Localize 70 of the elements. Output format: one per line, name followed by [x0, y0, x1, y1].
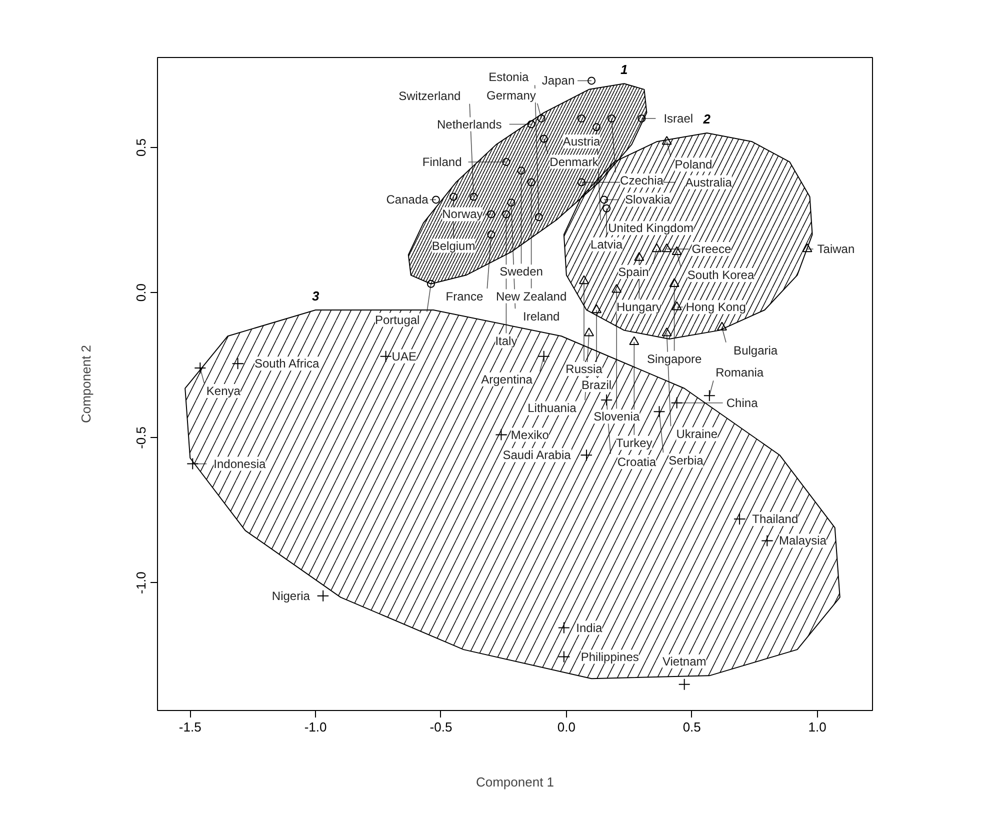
annotation: Czechia	[620, 173, 664, 188]
annotation: Latvia	[590, 237, 623, 252]
annotation: Estonia	[488, 70, 530, 84]
annotation: Vietnam	[662, 654, 706, 668]
annotation: Romania	[716, 366, 764, 380]
annotation: Italy	[495, 334, 518, 348]
annotation: South Korea	[687, 268, 754, 282]
annotation: Poland	[674, 158, 712, 172]
annotation: Thailand	[752, 512, 798, 526]
y-axis-title: Component 2	[78, 344, 94, 424]
annotation: Portugal	[375, 312, 420, 327]
annotation: Mexiko	[510, 428, 550, 442]
annotation: Bulgaria	[734, 343, 778, 358]
annotation: Australia	[685, 175, 732, 190]
annotation: Greece	[692, 242, 732, 256]
annotation: Lithuania	[528, 401, 577, 416]
annotation: Canada	[386, 192, 429, 207]
x-tick-label: 0.5	[682, 720, 701, 734]
annotation: Philippines	[580, 650, 639, 664]
annotation: Austria	[562, 134, 600, 148]
series-label: 1	[620, 62, 628, 78]
x-axis-title: Component 1	[476, 774, 554, 790]
annotation: Norway	[442, 207, 483, 222]
annotation: Taiwan	[817, 242, 855, 256]
x-tick-label: -1.5	[178, 720, 202, 734]
annotation: Finland	[422, 154, 462, 169]
annotation: Russia	[566, 362, 603, 376]
x-tick-label: 1.0	[808, 720, 826, 734]
annotation: Brazil	[582, 378, 612, 392]
annotation: Spain	[618, 265, 649, 280]
annotation: Singapore	[646, 352, 702, 366]
annotation: New Zealand	[496, 289, 567, 304]
y-tick-label: 0.5	[134, 138, 148, 157]
annotation: Sweden	[500, 264, 543, 279]
y-tick-label: -0.5	[134, 426, 148, 449]
annotation: Argentina	[481, 372, 533, 386]
annotation: Ireland	[523, 310, 560, 324]
annotation: Belgium	[432, 238, 476, 253]
annotation: Hong Kong	[686, 300, 746, 314]
x-tick-label: -1.0	[304, 720, 327, 734]
annotation: Slovakia	[624, 192, 671, 207]
annotation: Kenya	[206, 384, 241, 398]
annotation: Ukraine	[676, 427, 718, 442]
y-tick-label: -1.0	[134, 572, 148, 594]
annotation: China	[726, 396, 758, 410]
annotation: UAE	[392, 349, 416, 364]
annotation: Denmark	[550, 154, 600, 169]
annotation: Croatia	[617, 454, 656, 469]
annotation: India	[576, 620, 603, 635]
annotation: Israel	[664, 111, 694, 126]
annotation: Turkey	[616, 436, 652, 450]
series-label: 2	[702, 111, 712, 126]
annotation: United Kingdom	[608, 221, 694, 236]
y-tick-label: 0.0	[134, 284, 148, 302]
annotation: South Africa	[254, 356, 320, 371]
annotation: Netherlands	[437, 117, 502, 132]
annotation: Switzerland	[398, 88, 461, 103]
annotation: Germany	[486, 88, 536, 102]
annotation: France	[446, 290, 484, 304]
x-tick-label: 0.0	[557, 720, 576, 734]
annotation: Saudi Arabia	[502, 448, 572, 462]
annotation: Serbia	[668, 454, 704, 468]
annotation: Slovenia	[594, 410, 640, 424]
series-label: 3	[312, 288, 320, 304]
annotation: Hungary	[616, 300, 662, 314]
annotation: Indonesia	[214, 456, 266, 471]
annotation: Malaysia	[779, 534, 827, 548]
annotation: Japan	[542, 74, 575, 88]
annotation: Nigeria	[272, 588, 310, 603]
x-tick-label: -0.5	[430, 720, 452, 734]
